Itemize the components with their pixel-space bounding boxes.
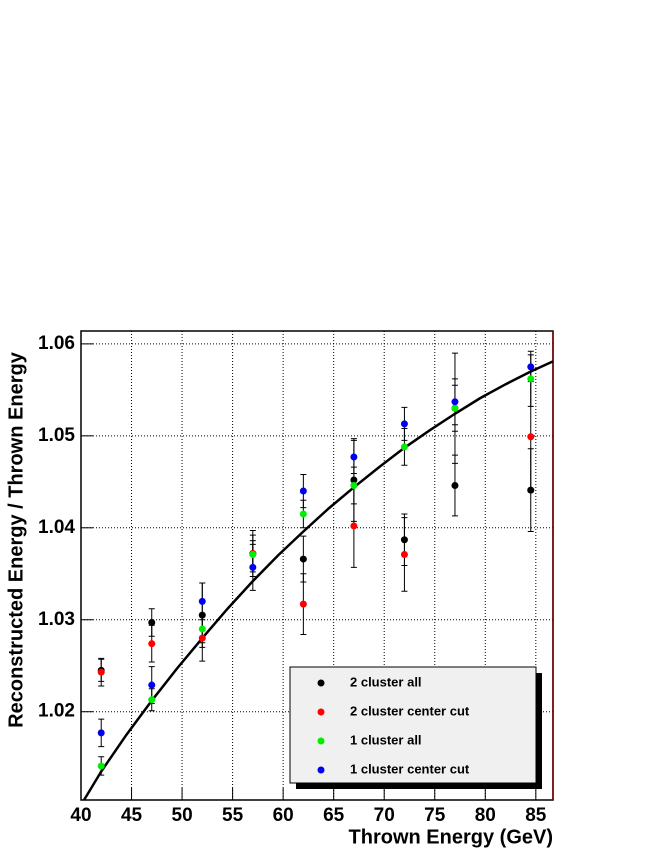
fit-curve — [82, 360, 554, 801]
legend-marker — [317, 737, 325, 745]
data-point — [451, 404, 459, 412]
data-point — [400, 420, 408, 428]
data-point — [299, 600, 307, 608]
data-point — [198, 597, 206, 605]
data-point — [350, 481, 358, 489]
y-tick-label: 1.03 — [38, 609, 75, 630]
x-tick-label: 60 — [273, 805, 294, 826]
data-point — [97, 729, 105, 737]
data-point — [299, 555, 307, 563]
x-tick-label: 80 — [475, 805, 496, 826]
data-point — [527, 486, 535, 494]
x-tick-label: 55 — [222, 805, 244, 826]
data-point — [148, 681, 156, 689]
legend-marker — [317, 679, 325, 687]
y-tick-label: 1.04 — [38, 517, 75, 538]
data-point — [198, 611, 206, 619]
data-point — [451, 398, 459, 406]
data-point — [350, 453, 358, 461]
x-axis-label: Thrown Energy (GeV) — [349, 826, 553, 848]
legend-box — [289, 666, 537, 784]
legend-marker — [317, 708, 325, 716]
y-tick-label: 1.05 — [38, 425, 75, 446]
data-point — [249, 563, 257, 571]
data-point — [198, 634, 206, 642]
y-axis-label: Reconstructed Energy / Thrown Energy — [5, 351, 27, 728]
legend-marker — [317, 766, 325, 774]
data-point — [198, 625, 206, 633]
legend-label: 1 cluster center cut — [350, 761, 470, 776]
legend-label: 2 cluster all — [350, 674, 422, 689]
x-tick-label: 45 — [121, 805, 143, 826]
data-point — [400, 443, 408, 451]
data-point — [527, 433, 535, 441]
x-tick-label: 65 — [323, 805, 345, 826]
data-point — [350, 522, 358, 530]
legend-label: 2 cluster center cut — [350, 703, 470, 718]
x-tick-label: 85 — [525, 805, 547, 826]
data-point — [299, 510, 307, 518]
data-point — [527, 363, 535, 371]
data-point — [527, 375, 535, 383]
data-point — [400, 536, 408, 544]
x-tick-label: 50 — [172, 805, 193, 826]
y-tick-label: 1.06 — [38, 333, 75, 354]
data-point — [350, 476, 358, 484]
data-point — [97, 762, 105, 770]
data-point — [148, 640, 156, 648]
data-point — [451, 481, 459, 489]
legend-label: 1 cluster all — [350, 732, 422, 747]
data-point — [249, 550, 257, 558]
data-point — [400, 550, 408, 558]
y-tick-label: 1.02 — [38, 701, 75, 722]
x-tick-label: 40 — [70, 805, 91, 826]
data-point — [97, 668, 105, 676]
x-tick-label: 70 — [374, 805, 395, 826]
data-point — [148, 696, 156, 704]
data-point — [148, 619, 156, 627]
data-point — [299, 487, 307, 495]
x-tick-label: 75 — [424, 805, 446, 826]
